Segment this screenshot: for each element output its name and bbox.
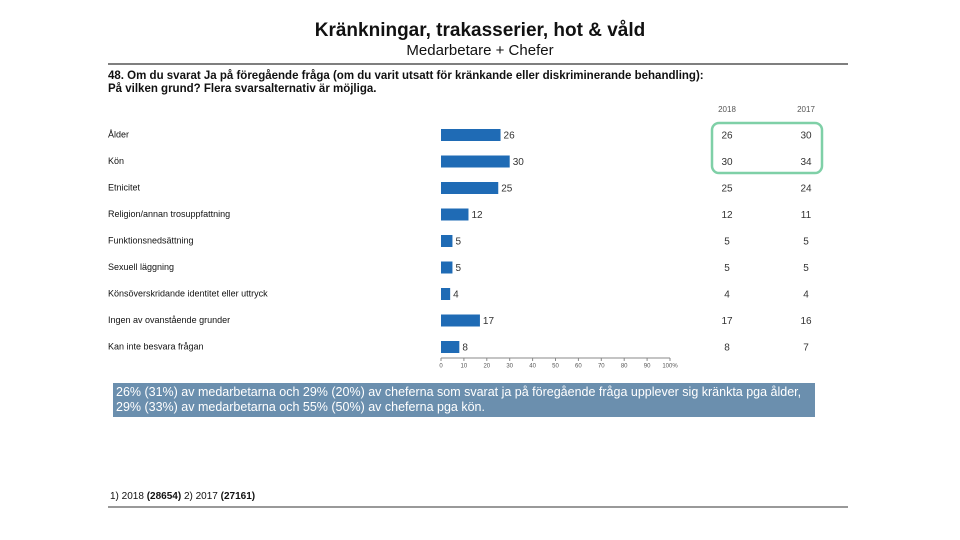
table-value: 7 (803, 343, 809, 354)
table-value: 34 (800, 157, 812, 168)
category-label: Ingen av ovanstående grunder (108, 315, 230, 325)
value-label: 12 (471, 210, 483, 221)
category-label: Ålder (108, 129, 129, 139)
value-label: 4 (453, 290, 459, 301)
bar (441, 235, 453, 247)
value-label: 25 (501, 184, 513, 195)
x-tick-label: 10 (461, 364, 468, 370)
category-label: Religion/annan trosuppfattning (108, 209, 230, 219)
bar (441, 288, 451, 300)
table-value: 30 (800, 131, 812, 142)
table-value: 5 (724, 263, 730, 274)
x-tick-label: 100% (662, 364, 678, 370)
value-label: 5 (455, 237, 461, 248)
x-tick-label: 60 (575, 364, 582, 370)
table-value: 5 (803, 263, 809, 274)
highlight (710, 121, 824, 175)
table-value: 25 (721, 184, 733, 195)
value-label: 30 (513, 157, 525, 168)
bar (441, 182, 499, 194)
table-value: 12 (721, 210, 733, 221)
bar (441, 129, 501, 141)
category-label: Funktionsnedsättning (108, 235, 194, 245)
table-value: 5 (724, 237, 730, 248)
x-tick-label: 0 (439, 364, 443, 370)
subtitle: Medarbetare + Chefer (406, 42, 553, 59)
table-value: 16 (800, 316, 812, 327)
table-value: 8 (724, 343, 730, 354)
table-value: 5 (803, 237, 809, 248)
question: 48. Om du svarat Ja på föregående fråga … (108, 70, 704, 82)
category-label: Etnicitet (108, 182, 141, 192)
table-value: 11 (801, 210, 812, 221)
table-value: 4 (724, 290, 730, 301)
category-label: Kan inte besvara frågan (108, 341, 204, 351)
column-header: 2018 (718, 105, 736, 114)
table-value: 4 (803, 290, 809, 301)
value-label: 17 (483, 316, 495, 327)
bar (441, 261, 453, 274)
value-label: 5 (455, 263, 461, 274)
x-tick-label: 20 (483, 364, 490, 370)
x-tick-label: 50 (552, 364, 559, 370)
x-tick-label: 90 (644, 364, 651, 370)
bar (441, 314, 480, 327)
x-tick-label: 70 (598, 364, 605, 370)
category-label: Sexuell läggning (108, 262, 174, 272)
value-label: 26 (504, 131, 516, 142)
table-value: 24 (800, 184, 812, 195)
column-header: 2017 (797, 105, 815, 114)
bar (441, 208, 469, 221)
category-label: Könsöverskridande identitet eller uttryc… (108, 288, 268, 298)
table-value: 30 (721, 157, 733, 168)
category-label: Kön (108, 156, 124, 166)
value-label: 8 (462, 343, 468, 354)
question: På vilken grund? Flera svarsalternativ ä… (108, 83, 376, 95)
footer: 1) 2018 (28654) 2) 2017 (27161) (110, 491, 255, 502)
bar (441, 155, 510, 168)
title: Kränkningar, trakasserier, hot & våld (315, 20, 646, 41)
bar (441, 341, 460, 353)
x-tick-label: 40 (529, 364, 536, 370)
note-box: 26% (31%) av medarbetarna och 29% (20%) … (113, 383, 815, 417)
x-tick-label: 30 (506, 364, 513, 370)
table-value: 17 (721, 316, 733, 327)
x-tick-label: 80 (621, 364, 628, 370)
table-value: 26 (721, 131, 733, 142)
